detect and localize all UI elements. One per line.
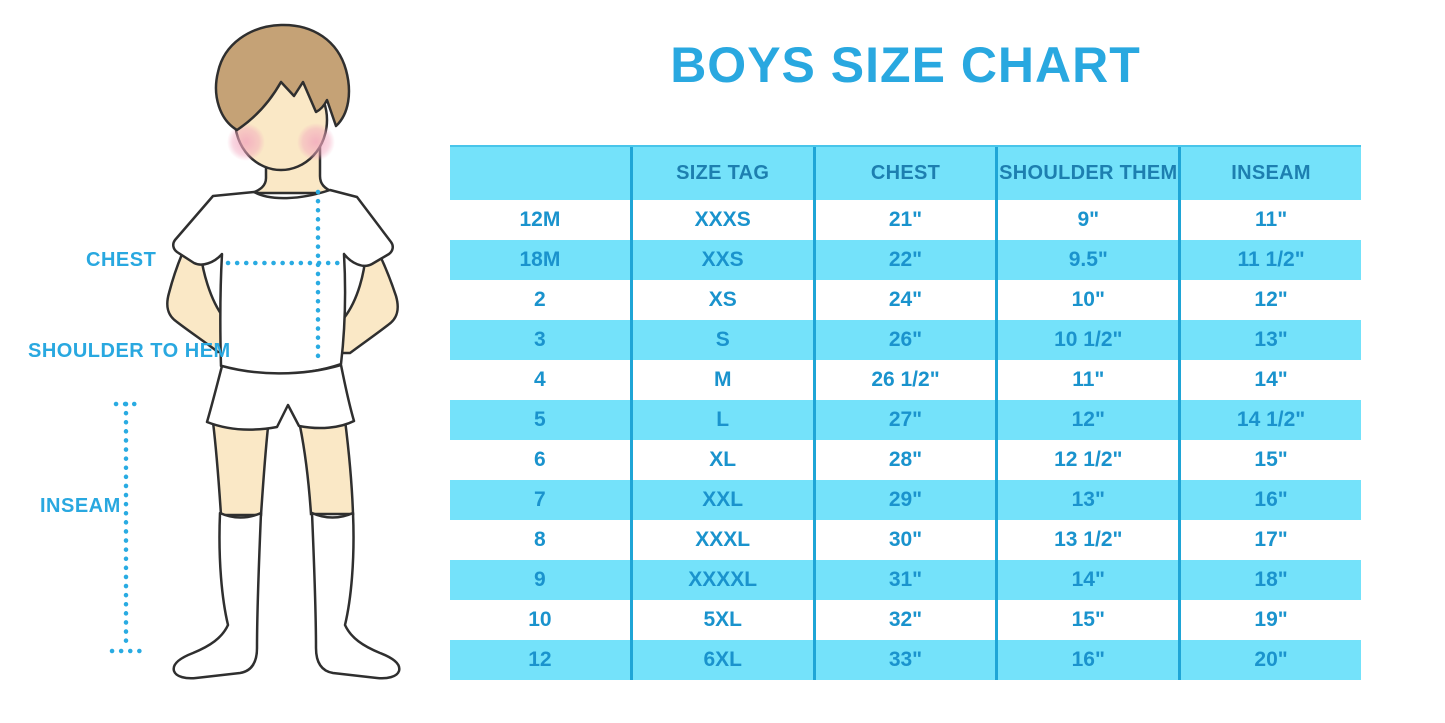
table-cell: 18" [1254, 568, 1288, 591]
table-cell: XXS [633, 240, 816, 280]
table-row: 12M XXXS 21" 9" 11" [450, 200, 1361, 240]
table-cell: 13" [1254, 328, 1288, 351]
table-cell: 20" [1254, 648, 1288, 671]
table-cell: 32" [816, 600, 999, 640]
table-cell: 24" [816, 280, 999, 320]
table-cell: 21" [816, 200, 999, 240]
inseam-label: INSEAM [40, 495, 121, 517]
table-cell: 10 1/2" [998, 320, 1182, 360]
table-cell: 9 [450, 560, 633, 600]
table-row: 6 XL 28" 12 1/2" 15" [450, 440, 1361, 480]
table-row: 4 M 26 1/2" 11" 14" [450, 360, 1361, 400]
table-cell: 15" [1254, 448, 1288, 471]
table-cell: XXL [633, 480, 816, 520]
table-cell: 16" [998, 640, 1182, 680]
table-cell: 2 [450, 280, 633, 320]
table-cell: 14" [1254, 368, 1288, 391]
hair [214, 23, 351, 132]
table-row: 18M XXS 22" 9.5" 11 1/2" [450, 240, 1361, 280]
table-cell: 27" [816, 400, 999, 440]
table-cell: 12 1/2" [998, 440, 1182, 480]
table-row: 10 5XL 32" 15" 19" [450, 600, 1361, 640]
right-arm [338, 238, 399, 355]
left-leg [211, 420, 270, 517]
table-cell: 26" [816, 320, 999, 360]
table-cell: 3 [450, 320, 633, 360]
table-cell: 6XL [633, 640, 816, 680]
table-cell: 22" [816, 240, 999, 280]
table-cell: XS [633, 280, 816, 320]
right-sock [310, 511, 401, 680]
table-cell: 19" [1254, 608, 1288, 631]
table-cell: 12" [998, 400, 1182, 440]
page-title: BOYS SIZE CHART [670, 37, 1141, 93]
table-cell: 5 [450, 400, 633, 440]
shorts [205, 363, 356, 431]
chest-label: CHEST [86, 249, 157, 271]
table-cell: 33" [816, 640, 999, 680]
table-cell: 15" [998, 600, 1182, 640]
table-cell: 31" [816, 560, 999, 600]
header-cell-size-tag: SIZE TAG [633, 147, 816, 200]
table-row: 7 XXL 29" 13" 16" [450, 480, 1361, 520]
table-cell: 29" [816, 480, 999, 520]
table-cell: 30" [816, 520, 999, 560]
table-cell: XXXL [633, 520, 816, 560]
table-cell: 13" [998, 480, 1182, 520]
table-cell: XXXXL [633, 560, 816, 600]
boy-measurement-figure [0, 0, 445, 723]
table-cell: 12" [1254, 288, 1288, 311]
table-header-row: SIZE TAG CHEST SHOULDER THEM INSEAM [450, 145, 1361, 200]
table-cell: 12M [450, 200, 633, 240]
size-table: SIZE TAG CHEST SHOULDER THEM INSEAM 12M X… [450, 145, 1361, 680]
right-leg [298, 418, 355, 516]
table-cell: L [633, 400, 816, 440]
right-cheek-blush [297, 123, 335, 161]
table-cell: 10 [450, 600, 633, 640]
left-sock [172, 511, 263, 680]
table-cell: 5XL [633, 600, 816, 640]
header-cell-chest: CHEST [816, 147, 999, 200]
table-cell: XL [633, 440, 816, 480]
table-row: 12 6XL 33" 16" 20" [450, 640, 1361, 680]
table-row: 2 XS 24" 10" 12" [450, 280, 1361, 320]
table-cell: 26 1/2" [816, 360, 999, 400]
table-cell: 9" [998, 200, 1182, 240]
table-cell: 6 [450, 440, 633, 480]
table-row: 5 L 27" 12" 14 1/2" [450, 400, 1361, 440]
table-cell: 4 [450, 360, 633, 400]
table-row: 9 XXXXL 31" 14" 18" [450, 560, 1361, 600]
table-cell: 11" [998, 360, 1182, 400]
table-cell: 10" [998, 280, 1182, 320]
table-cell: 17" [1254, 528, 1288, 551]
table-row: 8 XXXL 30" 13 1/2" 17" [450, 520, 1361, 560]
boy-figure-drawing [109, 23, 401, 680]
table-row: 3 S 26" 10 1/2" 13" [450, 320, 1361, 360]
header-cell-shoulder-them: SHOULDER THEM [998, 147, 1182, 200]
table-cell: 7 [450, 480, 633, 520]
table-cell: 9.5" [998, 240, 1182, 280]
table-cell: 14" [998, 560, 1182, 600]
table-cell: 14 1/2" [1236, 408, 1306, 431]
table-cell: 13 1/2" [998, 520, 1182, 560]
shoulder-to-hem-label: SHOULDER TO HEM [28, 340, 231, 362]
header-cell-size [450, 147, 633, 200]
table-cell: 8 [450, 520, 633, 560]
table-cell: M [633, 360, 816, 400]
table-cell: XXXS [633, 200, 816, 240]
size-table-body: 12M XXXS 21" 9" 11" 18M XXS 22" 9.5" 11 1/2" 2 XS 24… [450, 200, 1361, 680]
table-cell: 11 1/2" [1237, 248, 1305, 271]
table-cell: 11" [1255, 208, 1288, 231]
table-cell: S [633, 320, 816, 360]
table-cell: 28" [816, 440, 999, 480]
header-cell-inseam: INSEAM [1231, 162, 1311, 184]
table-cell: 16" [1254, 488, 1288, 511]
table-cell: 12 [450, 640, 633, 680]
left-cheek-blush [227, 123, 265, 161]
table-cell: 18M [450, 240, 633, 280]
